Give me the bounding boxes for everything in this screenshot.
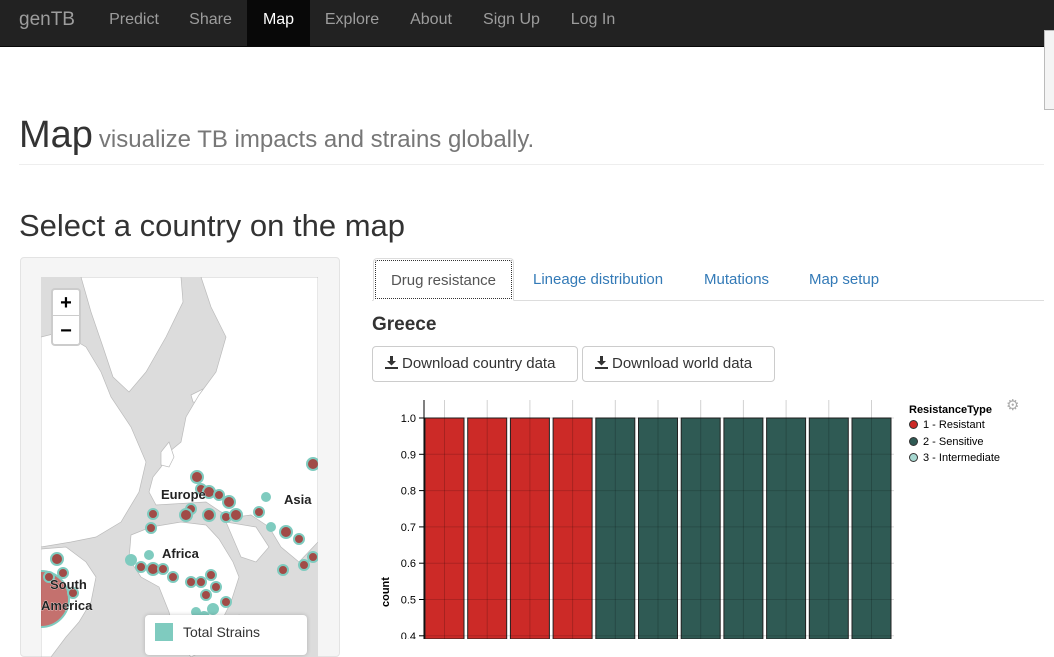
chart-legend-item-intermediate[interactable]: 3 - Intermediate <box>909 452 1000 464</box>
header-divider <box>19 164 1044 165</box>
legend-dot-sensitive <box>909 437 918 446</box>
chart-bar <box>467 417 508 639</box>
map-label-europe: Europe <box>161 487 206 502</box>
chart-bar <box>509 417 550 639</box>
nav-item-about[interactable]: About <box>410 11 452 28</box>
map-legend-label: Total Strains <box>183 624 261 640</box>
chart-legend-label: 1 - Resistant <box>923 419 985 431</box>
nav-item-map[interactable]: Map <box>247 0 310 47</box>
tab-map-setup[interactable]: Map setup <box>809 271 880 288</box>
tab-drug-resistance[interactable]: Drug resistance <box>373 258 514 301</box>
nav-item-share[interactable]: Share <box>189 11 232 28</box>
section-title: Select a country on the map <box>19 208 406 243</box>
resistance-chart: 1.0 0.9 0.8 0.7 0.6 0.5 0.4 count <box>380 392 894 639</box>
zoom-in-button[interactable]: + <box>53 290 79 316</box>
nav-item-log-in[interactable]: Log In <box>570 11 616 28</box>
chart-bar <box>595 417 636 639</box>
download-world-button[interactable]: Download world data <box>582 346 775 382</box>
chart-legend-title: ResistanceType <box>909 404 992 416</box>
chart-bar <box>552 417 593 639</box>
nav-item-sign-up[interactable]: Sign Up <box>483 11 540 28</box>
y-tick-label: 0.9 <box>401 449 416 461</box>
brand-logo[interactable]: genTB <box>19 9 75 30</box>
chart-bar <box>808 417 849 639</box>
map-zoom-control: + − <box>51 288 81 346</box>
world-map[interactable]: Europe Asia Africa South America <box>41 277 318 657</box>
y-tick-label: 0.6 <box>401 558 416 570</box>
map-svg: Europe Asia Africa South America <box>41 277 318 657</box>
download-world-label: Download world data <box>612 355 753 372</box>
download-icon <box>595 356 608 370</box>
page-title-text: Map <box>19 114 93 156</box>
map-label-south-america-1: South <box>50 577 87 592</box>
map-legend: Total Strains <box>145 615 307 655</box>
zoom-out-button[interactable]: − <box>60 320 72 342</box>
page-title: Map visualize TB impacts and strains glob… <box>19 114 534 157</box>
y-tick-label: 1.0 <box>401 413 416 425</box>
nav-item-predict[interactable]: Predict <box>109 11 159 28</box>
country-title: Greece <box>372 314 437 335</box>
tab-mutations[interactable]: Mutations <box>704 271 770 288</box>
chart-bar <box>766 417 807 639</box>
arabia-landmass <box>225 521 270 563</box>
uk-landmass <box>160 441 175 468</box>
chart-bar <box>851 417 892 639</box>
map-legend-swatch <box>155 623 173 641</box>
chart-bar <box>680 417 721 639</box>
map-label-south-america-2: America <box>41 598 93 613</box>
north-america-landmass <box>41 331 147 548</box>
tab-lineage-distribution[interactable]: Lineage distribution <box>533 271 664 288</box>
eurasia-landmass <box>148 277 318 563</box>
window-scrollbar[interactable] <box>1044 30 1054 110</box>
download-icon <box>385 356 398 370</box>
chart-bar <box>723 417 764 639</box>
chart-legend-item-resistant[interactable]: 1 - Resistant <box>909 419 985 431</box>
download-country-label: Download country data <box>402 355 556 372</box>
legend-dot-intermediate <box>909 453 918 462</box>
chart-bar <box>638 417 678 639</box>
map-label-asia: Asia <box>284 492 312 507</box>
chart-legend-item-sensitive[interactable]: 2 - Sensitive <box>909 436 984 448</box>
download-country-button[interactable]: Download country data <box>372 346 578 382</box>
y-tick-label: 0.7 <box>401 522 416 534</box>
y-tick-label: 0.8 <box>401 486 416 498</box>
y-tick-label: 0.4 <box>401 631 416 639</box>
greenland-landmass <box>80 277 184 393</box>
tabs-divider <box>372 300 1044 301</box>
legend-dot-resistant <box>909 420 918 429</box>
chart-bar <box>424 417 465 639</box>
page-subtitle: visualize TB impacts and strains globall… <box>98 126 535 153</box>
gear-icon[interactable]: ⚙ <box>1006 397 1020 414</box>
top-navbar: genTB Predict Share Map Explore About Si… <box>0 0 1054 47</box>
y-axis-label: count <box>380 577 392 607</box>
y-tick-label: 0.5 <box>401 595 416 607</box>
nav-item-explore[interactable]: Explore <box>324 11 380 28</box>
map-label-africa: Africa <box>162 546 200 561</box>
chart-legend-label: 3 - Intermediate <box>923 452 1001 464</box>
chart-legend-label: 2 - Sensitive <box>923 436 984 448</box>
